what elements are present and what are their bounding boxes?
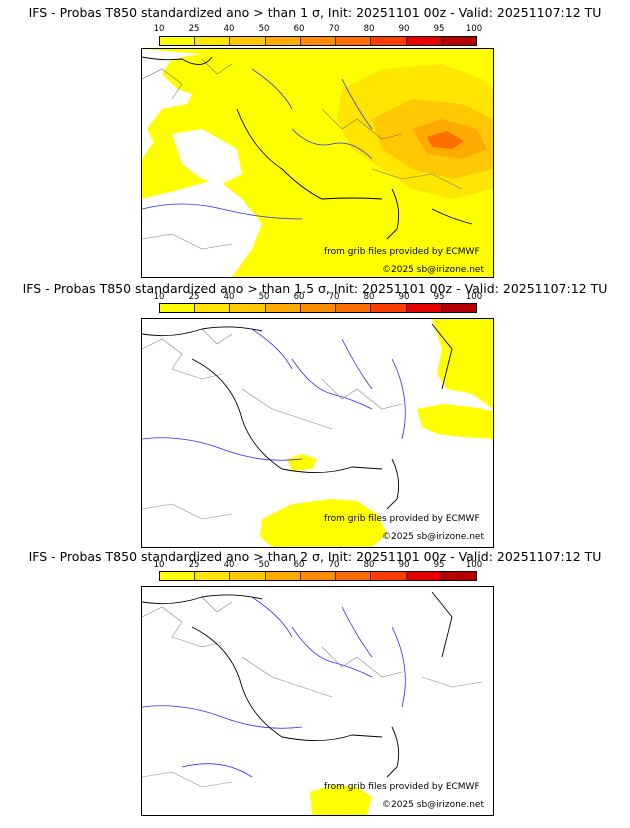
tick-label: 100 bbox=[465, 24, 483, 34]
panel-3: IFS - Probas T850 standardized ano > tha… bbox=[0, 548, 630, 828]
tick-label: 95 bbox=[433, 292, 445, 302]
colorbar-swatch bbox=[371, 37, 407, 45]
tick-label: 60 bbox=[293, 24, 305, 34]
tick-label: 10 bbox=[153, 24, 165, 34]
colorbar-swatch bbox=[265, 37, 301, 45]
colorbar-swatch bbox=[195, 572, 231, 580]
credit-copyright: ©2025 sb@irizone.net bbox=[382, 800, 484, 810]
colorbar-swatch bbox=[371, 572, 407, 580]
panel-title: IFS - Probas T850 standardized ano > tha… bbox=[28, 5, 602, 20]
tick-label: 70 bbox=[328, 24, 340, 34]
colorbar bbox=[159, 36, 477, 46]
colorbar-swatch bbox=[300, 37, 337, 45]
panel-title: IFS - Probas T850 standardized ano > tha… bbox=[22, 281, 608, 296]
tick-label: 100 bbox=[465, 560, 483, 570]
tick-label: 25 bbox=[188, 292, 200, 302]
colorbar-swatch bbox=[265, 304, 301, 312]
colorbar-swatch bbox=[300, 304, 337, 312]
prob-area-yellow bbox=[417, 404, 493, 439]
colorbar-swatch bbox=[441, 304, 476, 312]
credit-copyright: ©2025 sb@irizone.net bbox=[382, 265, 484, 275]
colorbar-swatch bbox=[160, 304, 196, 312]
colorbar-swatch bbox=[336, 572, 372, 580]
colorbar-swatch bbox=[160, 572, 196, 580]
tick-label: 40 bbox=[223, 292, 235, 302]
colorbar-swatch bbox=[300, 572, 337, 580]
colorbar-swatch bbox=[371, 304, 407, 312]
colorbar-swatch bbox=[441, 37, 476, 45]
colorbar-swatch bbox=[441, 572, 476, 580]
colorbar-swatch bbox=[336, 37, 372, 45]
tick-label: 90 bbox=[398, 24, 410, 34]
colorbar-ticks: 10 25 40 50 60 70 80 90 95 100 bbox=[150, 24, 490, 34]
colorbar-swatch bbox=[336, 304, 372, 312]
credit-copyright: ©2025 sb@irizone.net bbox=[382, 532, 484, 542]
colorbar-ticks: 10 25 40 50 60 70 80 90 95 100 bbox=[150, 292, 490, 302]
tick-label: 60 bbox=[293, 292, 305, 302]
tick-label: 95 bbox=[433, 24, 445, 34]
tick-label: 50 bbox=[258, 24, 270, 34]
tick-label: 40 bbox=[223, 24, 235, 34]
tick-label: 90 bbox=[398, 292, 410, 302]
panel-title: IFS - Probas T850 standardized ano > tha… bbox=[28, 549, 602, 564]
tick-label: 10 bbox=[153, 560, 165, 570]
colorbar-swatch bbox=[406, 304, 442, 312]
credit-source: from grib files provided by ECMWF bbox=[324, 247, 480, 257]
credit-source: from grib files provided by ECMWF bbox=[324, 514, 480, 524]
prob-area-yellow bbox=[287, 454, 317, 471]
tick-label: 40 bbox=[223, 560, 235, 570]
tick-label: 95 bbox=[433, 560, 445, 570]
panel-2: IFS - Probas T850 standardized ano > tha… bbox=[0, 280, 630, 550]
tick-label: 80 bbox=[363, 24, 375, 34]
prob-area-yellow bbox=[260, 499, 387, 547]
tick-label: 70 bbox=[328, 560, 340, 570]
colorbar bbox=[159, 571, 477, 581]
panel-1: IFS - Probas T850 standardized ano > tha… bbox=[0, 0, 630, 280]
colorbar-swatch bbox=[406, 572, 442, 580]
tick-label: 50 bbox=[258, 292, 270, 302]
credit-source: from grib files provided by ECMWF bbox=[324, 782, 480, 792]
tick-label: 100 bbox=[465, 292, 483, 302]
colorbar-swatch bbox=[195, 304, 231, 312]
probability-map: from grib files provided by ECMWF ©2025 … bbox=[141, 586, 494, 816]
colorbar-ticks: 10 25 40 50 60 70 80 90 95 100 bbox=[150, 560, 490, 570]
no-prob-area bbox=[142, 179, 262, 277]
colorbar-swatch bbox=[160, 37, 196, 45]
colorbar-swatch bbox=[230, 37, 266, 45]
tick-label: 10 bbox=[153, 292, 165, 302]
colorbar bbox=[159, 303, 477, 313]
prob-area-yellow bbox=[432, 319, 493, 409]
tick-label: 80 bbox=[363, 560, 375, 570]
colorbar-swatch bbox=[230, 304, 266, 312]
tick-label: 25 bbox=[188, 24, 200, 34]
tick-label: 80 bbox=[363, 292, 375, 302]
tick-label: 90 bbox=[398, 560, 410, 570]
colorbar-swatch bbox=[195, 37, 231, 45]
tick-label: 25 bbox=[188, 560, 200, 570]
probability-map: from grib files provided by ECMWF ©2025 … bbox=[141, 318, 494, 548]
prob-area-yellow bbox=[310, 785, 372, 815]
colorbar-swatch bbox=[230, 572, 266, 580]
tick-label: 60 bbox=[293, 560, 305, 570]
tick-label: 50 bbox=[258, 560, 270, 570]
colorbar-swatch bbox=[265, 572, 301, 580]
tick-label: 70 bbox=[328, 292, 340, 302]
prob-area-70 bbox=[427, 131, 464, 149]
probability-map: from grib files provided by ECMWF ©2025 … bbox=[141, 48, 494, 278]
no-prob-area bbox=[172, 129, 242, 184]
colorbar-swatch bbox=[406, 37, 442, 45]
